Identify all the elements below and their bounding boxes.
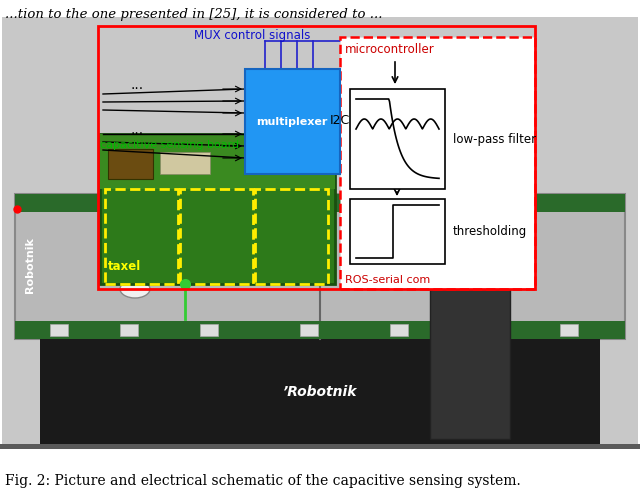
Bar — [350, 90, 445, 189]
Bar — [160, 153, 210, 175]
Text: ...: ... — [130, 78, 143, 92]
Text: thresholding: thresholding — [453, 225, 527, 238]
Text: capacitive sensing board: capacitive sensing board — [100, 140, 239, 150]
Text: multiplexer: multiplexer — [256, 117, 328, 127]
Text: microcontroller: microcontroller — [345, 43, 435, 56]
Text: Robotnik: Robotnik — [25, 236, 35, 293]
Text: ...tion to the one presented in [25], it is considered to ...: ...tion to the one presented in [25], it… — [5, 8, 383, 21]
Bar — [200, 324, 218, 336]
Bar — [560, 324, 578, 336]
Text: MUX control signals: MUX control signals — [194, 29, 310, 42]
Text: Fig. 2: Picture and electrical schematic of the capacitive sensing system.: Fig. 2: Picture and electrical schematic… — [5, 473, 521, 487]
Text: ...: ... — [130, 123, 143, 137]
Bar — [105, 189, 178, 285]
Bar — [350, 199, 445, 265]
Bar — [300, 324, 318, 336]
Bar — [255, 189, 328, 285]
Bar — [480, 324, 498, 336]
Bar — [430, 194, 510, 439]
Bar — [2, 18, 638, 449]
Text: I2C: I2C — [330, 113, 350, 126]
Bar — [180, 189, 253, 285]
Text: taxel: taxel — [108, 260, 141, 273]
Bar — [390, 324, 408, 336]
Bar — [15, 321, 625, 339]
Bar — [98, 27, 535, 290]
Bar — [15, 194, 625, 339]
Bar — [15, 194, 625, 212]
Text: ’Robotnik: ’Robotnik — [283, 384, 357, 398]
Ellipse shape — [120, 281, 150, 299]
Bar — [50, 324, 68, 336]
Text: ROS-serial com: ROS-serial com — [345, 275, 430, 285]
Bar — [0, 444, 640, 449]
Bar — [100, 135, 335, 285]
Text: low-pass filter: low-pass filter — [453, 133, 536, 146]
Bar — [340, 38, 535, 290]
Bar — [120, 324, 138, 336]
Bar — [245, 70, 340, 175]
Bar — [40, 339, 600, 444]
Bar — [108, 150, 153, 180]
Bar — [100, 135, 335, 189]
